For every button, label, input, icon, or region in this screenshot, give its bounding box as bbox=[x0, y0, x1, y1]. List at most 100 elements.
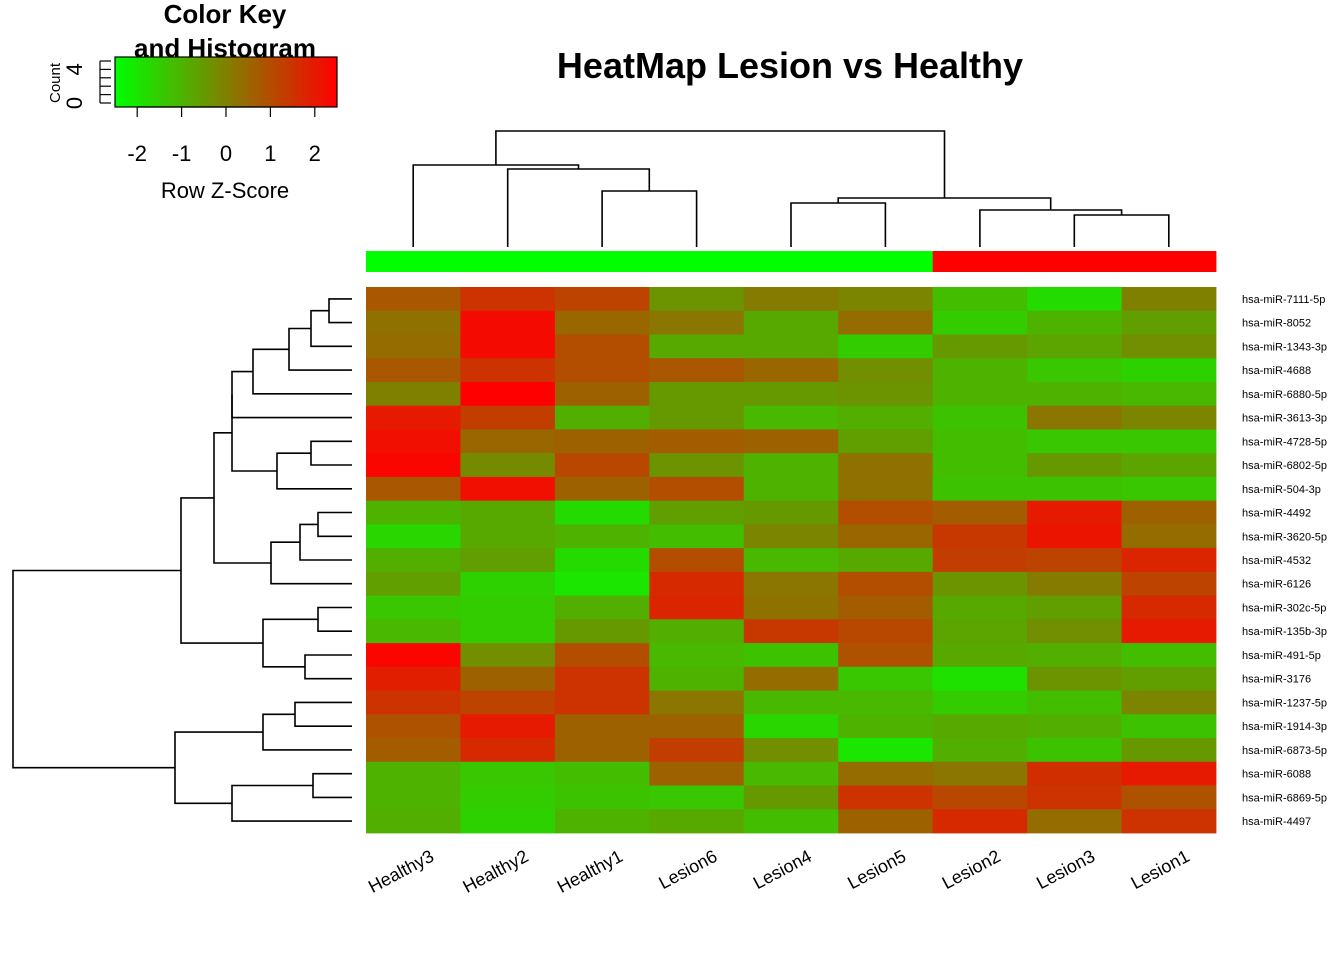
column-dendrogram-branch bbox=[495, 130, 946, 198]
heatmap-cell bbox=[932, 643, 1028, 668]
color-key-swatch bbox=[203, 57, 208, 107]
heatmap-cell bbox=[932, 619, 1028, 644]
heatmap-cell bbox=[554, 809, 650, 834]
heatmap-cell bbox=[932, 429, 1028, 454]
color-key-swatch bbox=[166, 57, 171, 107]
heatmap-cell bbox=[554, 666, 650, 691]
color-key-swatch bbox=[329, 57, 334, 107]
heatmap-cell bbox=[460, 785, 556, 810]
heatmap-cell bbox=[1027, 761, 1122, 786]
heatmap-cell bbox=[838, 809, 934, 834]
heatmap-cell bbox=[1121, 643, 1217, 668]
heatmap-cell bbox=[838, 405, 934, 430]
row-dendrogram-branch bbox=[231, 394, 277, 472]
heatmap-cell bbox=[366, 453, 461, 478]
color-key-swatch bbox=[248, 57, 253, 107]
row-labels: hsa-miR-7111-5p hsa-miR-8052 hsa-miR-1343-… bbox=[1242, 294, 1327, 828]
color-key-swatch bbox=[218, 57, 223, 107]
heatmap-cell bbox=[743, 476, 839, 502]
heatmap-cell bbox=[932, 809, 1028, 834]
row-dendrogram-branch bbox=[288, 327, 352, 371]
color-key-swatch bbox=[255, 57, 260, 107]
heatmap-cell bbox=[1027, 358, 1122, 383]
column-label: Lesion3 bbox=[1033, 846, 1098, 893]
heatmap-cell bbox=[838, 334, 934, 359]
heatmap-cell bbox=[554, 643, 650, 668]
color-key-swatch bbox=[189, 57, 194, 107]
heatmap-cell bbox=[554, 548, 650, 573]
color-key-swatch bbox=[311, 57, 316, 107]
row-label: hsa-miR-8052 bbox=[1242, 318, 1311, 330]
heatmap-cell bbox=[554, 453, 650, 478]
group-color-cell bbox=[1121, 251, 1217, 272]
color-key-swatch bbox=[152, 57, 157, 107]
column-dendrogram-branch bbox=[790, 202, 887, 247]
heatmap-cell bbox=[460, 358, 556, 383]
color-key-count-axis: 04 bbox=[62, 60, 111, 109]
heatmap-cell bbox=[649, 666, 745, 691]
heatmap-cell bbox=[1121, 334, 1217, 359]
row-dendrogram-branch bbox=[252, 348, 352, 395]
row-dendrogram-branch bbox=[262, 618, 318, 668]
heatmap-cell bbox=[1121, 690, 1217, 715]
heatmap-cell bbox=[1121, 287, 1217, 312]
heatmap-cell bbox=[649, 761, 745, 786]
color-key-title-line1: Color Key bbox=[164, 0, 287, 29]
color-key-swatch bbox=[233, 57, 238, 107]
heatmap-cell bbox=[838, 358, 934, 383]
color-key-tick-label: -2 bbox=[127, 141, 147, 166]
color-key-swatch bbox=[281, 57, 286, 107]
color-key-swatch bbox=[229, 57, 234, 107]
color-key-swatch bbox=[181, 57, 186, 107]
heatmap-cell bbox=[743, 619, 839, 644]
heatmap-cell bbox=[649, 548, 745, 573]
heatmap-cell bbox=[649, 429, 745, 454]
heatmap-cell bbox=[366, 785, 461, 810]
row-dendrogram-branch bbox=[180, 497, 263, 644]
heatmap-cell bbox=[932, 714, 1028, 739]
row-dendrogram-branch bbox=[328, 298, 352, 324]
color-key-swatch bbox=[122, 57, 127, 107]
row-label: hsa-miR-1914-3p bbox=[1242, 721, 1327, 733]
heatmap-cell bbox=[366, 548, 461, 573]
color-key-swatch bbox=[322, 57, 327, 107]
heatmap-cell bbox=[743, 429, 839, 454]
row-dendrogram-branch bbox=[12, 569, 181, 769]
heatmap-cell bbox=[366, 405, 461, 430]
heatmap-cell bbox=[743, 738, 839, 763]
color-key-swatch bbox=[226, 57, 231, 107]
heatmap-cell bbox=[932, 690, 1028, 715]
heatmap-cell bbox=[838, 785, 934, 810]
row-label: hsa-miR-6126 bbox=[1242, 579, 1311, 591]
heatmap-cell bbox=[649, 500, 745, 525]
heatmap-cell bbox=[460, 287, 556, 312]
heatmap-cell bbox=[1027, 619, 1122, 644]
heatmap-cell bbox=[649, 714, 745, 739]
heatmap-cell bbox=[932, 453, 1028, 478]
color-key-swatch bbox=[148, 57, 153, 107]
color-key-swatch bbox=[170, 57, 175, 107]
heatmap-cell bbox=[743, 405, 839, 430]
heatmap-cell bbox=[649, 524, 745, 549]
heatmap-cell bbox=[838, 524, 934, 549]
heatmap-cell bbox=[366, 334, 461, 359]
heatmap-cell bbox=[1027, 571, 1122, 597]
heatmap-cell bbox=[838, 548, 934, 573]
row-label: hsa-miR-3176 bbox=[1242, 674, 1311, 686]
group-color-cell bbox=[743, 251, 839, 272]
column-dendrogram-branch bbox=[506, 168, 651, 247]
row-label: hsa-miR-504-3p bbox=[1242, 484, 1321, 496]
heatmap-cell bbox=[554, 619, 650, 644]
heatmap-cell bbox=[932, 571, 1028, 597]
heatmap-cell bbox=[743, 453, 839, 478]
column-label: Lesion5 bbox=[844, 846, 909, 893]
column-dendrogram-branch bbox=[412, 164, 580, 247]
heatmap-cell bbox=[1121, 453, 1217, 478]
chart-title: HeatMap Lesion vs Healthy bbox=[557, 45, 1023, 86]
column-label: Lesion1 bbox=[1128, 846, 1193, 893]
group-color-cell bbox=[932, 251, 1028, 272]
heatmap-cell bbox=[366, 287, 461, 312]
heatmap-cell bbox=[460, 429, 556, 454]
group-color-cell bbox=[838, 251, 934, 272]
heatmap-cell bbox=[460, 334, 556, 359]
